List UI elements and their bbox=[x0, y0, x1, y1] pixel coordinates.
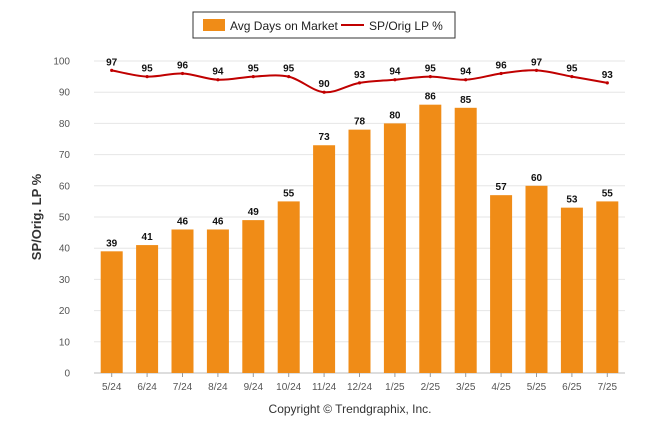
bar-value-label: 73 bbox=[319, 132, 331, 143]
line-point bbox=[570, 75, 574, 79]
x-tick-label: 2/25 bbox=[421, 382, 441, 393]
bar-value-label: 49 bbox=[248, 207, 260, 218]
y-tick-label: 100 bbox=[53, 57, 70, 68]
bar-value-label: 60 bbox=[531, 173, 543, 184]
legend-box bbox=[192, 11, 456, 39]
bar-value-label: 46 bbox=[177, 216, 189, 227]
bar bbox=[313, 145, 336, 373]
line-point bbox=[322, 90, 326, 94]
line-value-label: 90 bbox=[319, 79, 331, 90]
line-point bbox=[428, 75, 432, 79]
line-value-label: 94 bbox=[460, 67, 472, 78]
bar-series: 39 41 46 46 49 55 73 78 80 86 85 57 60 53 55 bbox=[100, 92, 619, 374]
line-value-label: 95 bbox=[248, 64, 260, 75]
bar-value-label: 39 bbox=[106, 238, 118, 249]
bar bbox=[525, 185, 548, 373]
x-tick-label: 3/25 bbox=[456, 382, 476, 393]
line-point bbox=[251, 75, 255, 79]
line-series: 97 95 96 94 95 95 90 93 94 95 94 96 97 95 93 bbox=[106, 57, 614, 94]
y-tick-label: 60 bbox=[59, 181, 71, 192]
x-tick-label: 4/25 bbox=[491, 382, 511, 393]
y-tick-label: 30 bbox=[59, 275, 71, 286]
x-tick-label: 10/24 bbox=[276, 382, 301, 393]
bar bbox=[206, 229, 229, 373]
bar-value-label: 85 bbox=[460, 95, 472, 106]
line-point bbox=[464, 78, 468, 82]
bar-value-label: 53 bbox=[566, 195, 578, 206]
line-value-label: 94 bbox=[212, 67, 224, 78]
legend-swatch-bar bbox=[203, 19, 225, 31]
bar-value-label: 55 bbox=[602, 188, 614, 199]
x-tick-label: 6/25 bbox=[562, 382, 582, 393]
x-axis-ticks: 5/24 6/24 7/24 8/24 9/24 10/24 11/24 12/24 1/25 2… bbox=[102, 373, 618, 393]
line-value-label: 96 bbox=[496, 60, 508, 71]
line-value-label: 93 bbox=[602, 70, 614, 81]
line-value-label: 97 bbox=[106, 57, 118, 68]
x-tick-label: 6/24 bbox=[137, 382, 157, 393]
x-tick-label: 7/25 bbox=[598, 382, 618, 393]
bar-value-label: 86 bbox=[425, 92, 437, 103]
bar-value-label: 78 bbox=[354, 117, 366, 128]
y-tick-label: 70 bbox=[59, 150, 71, 161]
bar bbox=[383, 123, 406, 374]
bar bbox=[419, 104, 442, 374]
x-tick-label: 5/25 bbox=[527, 382, 547, 393]
y-tick-label: 80 bbox=[59, 119, 71, 130]
bar-value-label: 80 bbox=[389, 110, 401, 121]
bar bbox=[100, 251, 123, 373]
line-point bbox=[357, 81, 362, 85]
line-point bbox=[145, 75, 149, 79]
legend: Avg Days on Market SP/Orig LP % bbox=[192, 11, 456, 39]
line-point bbox=[393, 78, 397, 82]
x-tick-label: 5/24 bbox=[102, 382, 122, 393]
line-value-label: 95 bbox=[142, 64, 154, 75]
bar bbox=[348, 129, 371, 373]
x-tick-label: 9/24 bbox=[244, 382, 264, 393]
x-tick-label: 11/24 bbox=[312, 382, 337, 393]
bar bbox=[596, 201, 619, 373]
line-value-label: 94 bbox=[389, 67, 401, 78]
y-tick-label: 90 bbox=[59, 88, 71, 99]
y-tick-label: 40 bbox=[59, 244, 71, 255]
line-point bbox=[499, 71, 503, 76]
legend-label-line: SP/Orig LP % bbox=[369, 19, 443, 33]
x-tick-label: 8/24 bbox=[208, 382, 228, 393]
line-value-label: 95 bbox=[283, 64, 295, 75]
line-point bbox=[605, 81, 609, 85]
bar bbox=[490, 195, 513, 373]
line-point bbox=[110, 68, 114, 72]
x-tick-label: 12/24 bbox=[347, 382, 372, 393]
bar bbox=[277, 201, 300, 373]
copyright-footer: Copyright © Trendgraphix, Inc. bbox=[269, 402, 432, 416]
line-value-label: 95 bbox=[566, 64, 578, 75]
bar-value-label: 46 bbox=[212, 216, 224, 227]
bar-value-label: 41 bbox=[142, 232, 154, 243]
x-tick-label: 7/24 bbox=[173, 382, 193, 393]
line-point bbox=[287, 75, 291, 79]
bar bbox=[242, 220, 265, 373]
line-point bbox=[216, 78, 220, 82]
bar bbox=[171, 229, 194, 373]
y-tick-label: 50 bbox=[59, 213, 71, 224]
y-axis-ticks: 0 10 20 30 40 50 60 70 80 90 100 bbox=[53, 57, 70, 380]
bar-value-label: 57 bbox=[496, 182, 508, 193]
y-axis-title: SP/Orig. LP % bbox=[29, 173, 44, 260]
y-tick-label: 20 bbox=[59, 306, 71, 317]
bar bbox=[454, 107, 477, 374]
bar bbox=[560, 207, 583, 373]
y-tick-label: 0 bbox=[64, 369, 70, 380]
line-value-label: 96 bbox=[177, 60, 189, 71]
line-value-label: 93 bbox=[354, 70, 366, 81]
line-point bbox=[180, 71, 185, 76]
line-value-label: 95 bbox=[425, 64, 437, 75]
bar bbox=[136, 245, 159, 373]
line-point bbox=[534, 68, 539, 72]
y-tick-label: 10 bbox=[59, 337, 71, 348]
bar-value-label: 55 bbox=[283, 188, 295, 199]
line-value-label: 97 bbox=[531, 57, 543, 68]
x-tick-label: 1/25 bbox=[385, 382, 405, 393]
legend-label-bar: Avg Days on Market bbox=[230, 19, 338, 33]
